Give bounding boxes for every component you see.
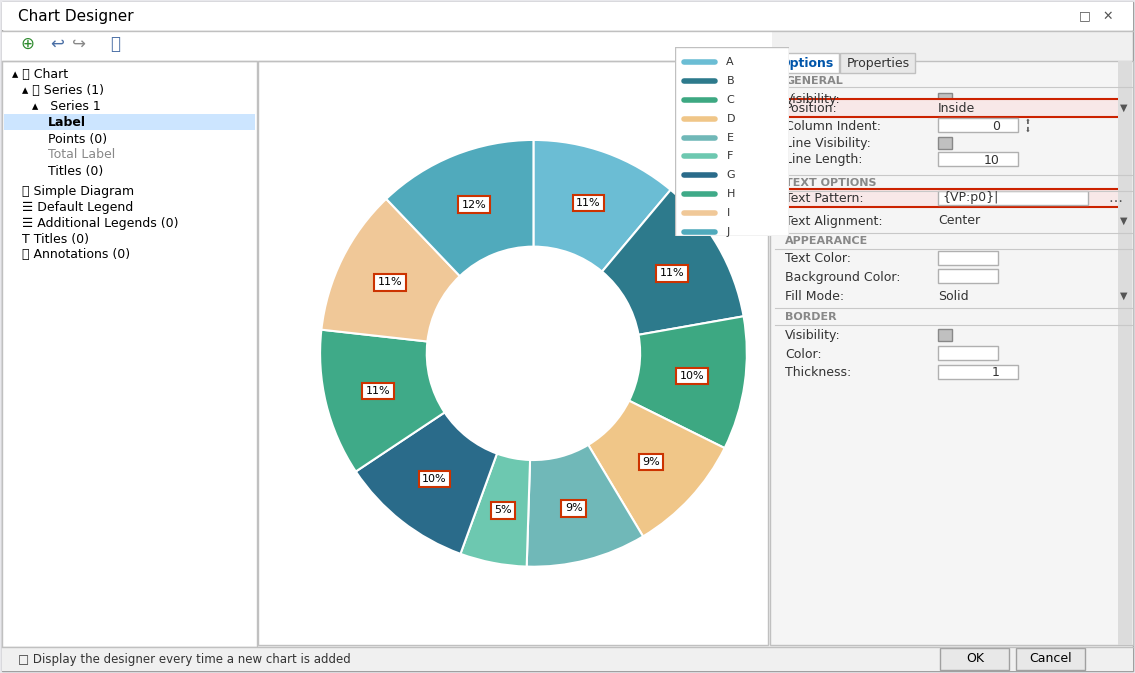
Text: Line Length:: Line Length: xyxy=(785,153,863,166)
Text: I: I xyxy=(726,208,730,218)
Text: E: E xyxy=(726,133,733,143)
Wedge shape xyxy=(461,454,530,567)
FancyBboxPatch shape xyxy=(2,2,1133,30)
Text: ⊕: ⊕ xyxy=(20,35,34,53)
Text: ✕: ✕ xyxy=(1103,9,1113,22)
Text: 9%: 9% xyxy=(642,457,659,467)
FancyBboxPatch shape xyxy=(938,365,1018,379)
Text: 💬 Annotations (0): 💬 Annotations (0) xyxy=(22,248,131,262)
FancyBboxPatch shape xyxy=(782,189,1128,207)
Text: 11%: 11% xyxy=(575,198,600,208)
FancyBboxPatch shape xyxy=(675,47,789,236)
Text: 12%: 12% xyxy=(462,200,486,210)
FancyBboxPatch shape xyxy=(840,53,915,73)
Text: ▴   Series 1: ▴ Series 1 xyxy=(32,100,101,114)
Text: 10%: 10% xyxy=(422,474,447,484)
Text: Solid: Solid xyxy=(938,289,968,302)
FancyBboxPatch shape xyxy=(938,137,952,149)
Text: ▼: ▼ xyxy=(1120,291,1127,301)
FancyBboxPatch shape xyxy=(938,269,998,283)
Text: ↪: ↪ xyxy=(72,35,86,53)
Text: ▼: ▼ xyxy=(1120,103,1127,113)
FancyBboxPatch shape xyxy=(938,93,952,105)
FancyBboxPatch shape xyxy=(770,61,1133,645)
Text: D: D xyxy=(726,114,734,124)
Text: Chart Designer: Chart Designer xyxy=(18,9,134,24)
Text: F: F xyxy=(726,151,733,162)
Text: 11%: 11% xyxy=(378,277,403,287)
FancyBboxPatch shape xyxy=(938,152,1018,166)
Text: ▼: ▼ xyxy=(1120,216,1127,226)
FancyBboxPatch shape xyxy=(938,251,998,265)
Text: ↩: ↩ xyxy=(50,35,64,53)
Text: Line Visibility:: Line Visibility: xyxy=(785,137,871,149)
FancyBboxPatch shape xyxy=(1118,61,1132,645)
Wedge shape xyxy=(386,140,533,276)
Text: Position:: Position: xyxy=(785,102,838,114)
Text: 1: 1 xyxy=(992,367,1000,380)
Text: Options: Options xyxy=(780,57,834,69)
FancyBboxPatch shape xyxy=(2,647,1133,671)
Text: G: G xyxy=(726,170,735,180)
Text: TEXT OPTIONS: TEXT OPTIONS xyxy=(785,178,876,188)
Text: GENERAL: GENERAL xyxy=(785,76,843,86)
Wedge shape xyxy=(629,316,747,448)
Text: Text Pattern:: Text Pattern: xyxy=(785,192,864,205)
Text: □: □ xyxy=(1079,9,1091,22)
FancyBboxPatch shape xyxy=(938,191,1088,205)
Text: ▴ 📊 Series (1): ▴ 📊 Series (1) xyxy=(22,85,104,98)
Text: B: B xyxy=(726,76,734,86)
Text: A: A xyxy=(726,57,734,67)
FancyBboxPatch shape xyxy=(940,648,1009,670)
Text: Background Color:: Background Color: xyxy=(785,271,900,283)
Text: Fill Mode:: Fill Mode: xyxy=(785,289,844,302)
Text: 9%: 9% xyxy=(565,503,582,513)
FancyBboxPatch shape xyxy=(258,61,768,645)
Wedge shape xyxy=(588,400,724,536)
Text: Visibility:: Visibility: xyxy=(785,328,841,341)
FancyBboxPatch shape xyxy=(5,114,255,130)
FancyBboxPatch shape xyxy=(774,53,839,73)
Text: Total Label: Total Label xyxy=(48,149,116,162)
Text: Column Indent:: Column Indent: xyxy=(785,120,881,133)
Text: 🥧 Simple Diagram: 🥧 Simple Diagram xyxy=(22,184,134,197)
Wedge shape xyxy=(527,445,644,567)
Wedge shape xyxy=(602,190,743,334)
Text: Text Color:: Text Color: xyxy=(785,252,851,266)
FancyBboxPatch shape xyxy=(2,61,257,647)
Text: J: J xyxy=(726,227,730,237)
Text: C: C xyxy=(726,95,734,105)
Text: ▴ 📊 Chart: ▴ 📊 Chart xyxy=(12,69,68,81)
Text: Color:: Color: xyxy=(785,347,822,361)
Wedge shape xyxy=(355,413,497,554)
Text: Cancel: Cancel xyxy=(1029,653,1073,666)
Text: ☰ Default Legend: ☰ Default Legend xyxy=(22,201,133,213)
Text: 10%: 10% xyxy=(680,371,704,381)
Text: 11%: 11% xyxy=(365,386,390,396)
Wedge shape xyxy=(320,330,445,472)
FancyBboxPatch shape xyxy=(938,346,998,360)
Text: Properties: Properties xyxy=(847,57,909,69)
Text: ☰ Additional Legends (0): ☰ Additional Legends (0) xyxy=(22,217,178,229)
Text: APPEARANCE: APPEARANCE xyxy=(785,236,868,246)
Text: Points (0): Points (0) xyxy=(48,133,107,145)
FancyBboxPatch shape xyxy=(938,118,1018,132)
Text: Thickness:: Thickness: xyxy=(785,367,851,380)
Text: 📊: 📊 xyxy=(110,35,120,53)
Text: {VP:p0}|: {VP:p0}| xyxy=(942,192,999,205)
FancyBboxPatch shape xyxy=(782,99,1128,117)
Text: Label: Label xyxy=(48,116,86,129)
Text: Titles (0): Titles (0) xyxy=(48,164,103,178)
Text: Visibility:: Visibility: xyxy=(785,92,841,106)
Text: BORDER: BORDER xyxy=(785,312,836,322)
Text: ⬆
⬇: ⬆ ⬇ xyxy=(1025,120,1031,133)
Text: 0: 0 xyxy=(992,120,1000,133)
Text: 10: 10 xyxy=(984,153,1000,166)
Text: Text Alignment:: Text Alignment: xyxy=(785,215,883,227)
Text: T Titles (0): T Titles (0) xyxy=(22,232,89,246)
Text: H: H xyxy=(726,189,734,199)
Wedge shape xyxy=(533,140,671,272)
Text: Inside: Inside xyxy=(938,102,975,114)
Text: 5%: 5% xyxy=(495,505,512,516)
